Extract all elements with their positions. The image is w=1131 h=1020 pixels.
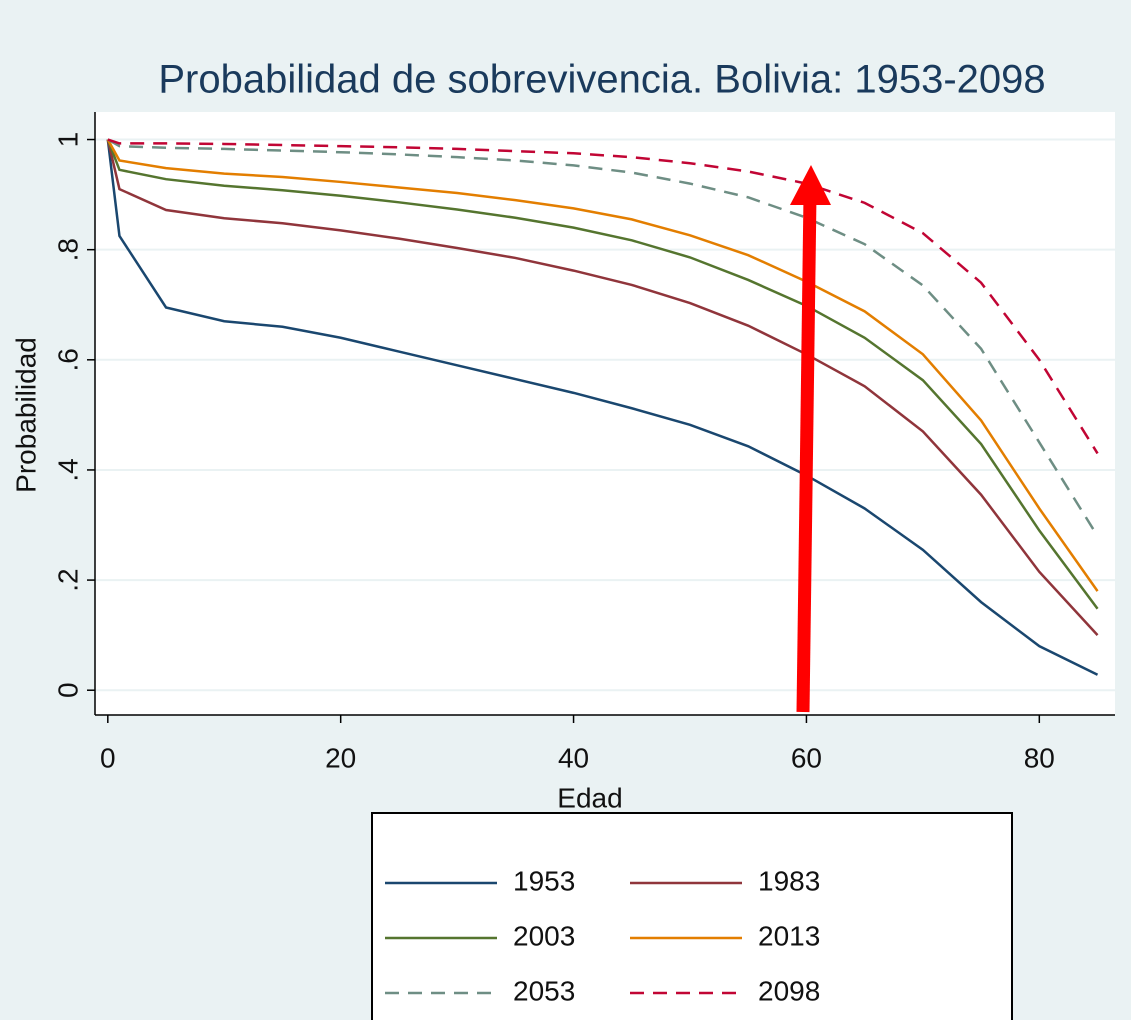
y-axis-label: Probabilidad <box>10 337 41 493</box>
y-tick-label: 1 <box>52 132 83 148</box>
series-line <box>106 139 1099 610</box>
y-tick-label: .6 <box>52 348 83 371</box>
series-line <box>107 138 1099 537</box>
x-tick-label: 20 <box>325 742 356 773</box>
chart-title: Probabilidad de sobrevivencia. Bolivia: … <box>158 58 1045 102</box>
legend-label: 2003 <box>513 920 575 951</box>
x-tick-label: 60 <box>791 742 822 773</box>
series-line <box>107 138 1099 455</box>
y-tick-label: .2 <box>52 568 83 591</box>
annotation-arrow <box>796 194 817 713</box>
series-line <box>106 139 1099 636</box>
legend-label: 1983 <box>758 865 820 896</box>
legend-label: 1953 <box>513 865 575 896</box>
series-line <box>106 138 1099 592</box>
legend-label: 2098 <box>758 975 820 1006</box>
x-tick-label: 80 <box>1024 742 1055 773</box>
x-axis-label: Edad <box>557 782 622 813</box>
plot-area <box>95 112 1115 715</box>
y-tick-label: .8 <box>52 238 83 261</box>
x-tick-label: 0 <box>100 742 116 773</box>
annotation-arrowhead <box>790 165 831 205</box>
y-tick-label: 0 <box>52 682 83 698</box>
legend-label: 2053 <box>513 975 575 1006</box>
y-tick-label: .4 <box>52 458 83 481</box>
x-tick-label: 40 <box>558 742 589 773</box>
series-line <box>106 139 1099 676</box>
legend-label: 2013 <box>758 920 820 951</box>
legend-box <box>371 812 1013 1020</box>
